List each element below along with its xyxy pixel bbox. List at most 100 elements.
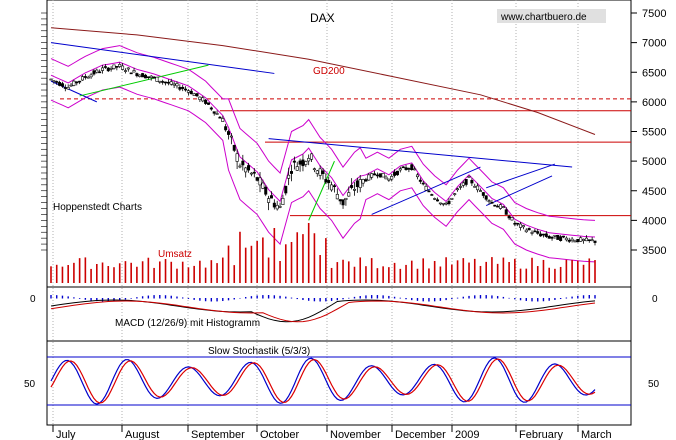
candle-body xyxy=(401,166,405,169)
candle-body xyxy=(501,206,505,208)
volume-bar xyxy=(525,268,528,283)
candle-body xyxy=(115,66,119,68)
macd-hist-bar xyxy=(451,298,453,300)
trendlines xyxy=(50,42,573,221)
macd-hist-bar xyxy=(285,296,287,299)
candle-body xyxy=(175,83,179,87)
volume-bar xyxy=(456,260,459,283)
macd-hist-bar xyxy=(422,298,424,302)
macd-hist-bar xyxy=(227,298,230,301)
x-tick-label: December xyxy=(395,429,446,440)
candle-body xyxy=(129,72,133,75)
candle-body xyxy=(324,179,328,183)
candle-body xyxy=(487,200,491,202)
candle-body xyxy=(427,190,431,193)
volume-bar xyxy=(153,267,155,283)
candle-body xyxy=(375,174,379,177)
candle-body xyxy=(347,192,351,197)
candle-body xyxy=(387,178,391,181)
volume-bar xyxy=(353,266,356,283)
candle-body xyxy=(570,238,574,242)
volume-bar xyxy=(307,223,310,283)
candle-body xyxy=(510,217,514,221)
candle-body xyxy=(464,179,468,185)
candle-body xyxy=(590,239,594,242)
candle-body xyxy=(292,160,296,163)
macd-hist-bar xyxy=(153,295,155,299)
candle-body xyxy=(370,173,374,178)
candle-body xyxy=(384,176,388,180)
macd-hist-bar xyxy=(204,298,207,302)
macd-zero-right: 0 xyxy=(652,294,658,305)
candle-body xyxy=(172,83,176,86)
volume-bar xyxy=(61,266,64,283)
candle-body xyxy=(247,165,251,171)
volume-bar xyxy=(433,260,436,283)
candle-body xyxy=(559,236,563,241)
candle-body xyxy=(121,65,125,70)
candle-body xyxy=(499,204,503,209)
candle-body xyxy=(89,74,93,78)
macd-hist-bar xyxy=(342,298,344,300)
candle-body xyxy=(430,194,434,196)
candle-body xyxy=(184,88,188,91)
macd-hist-bar xyxy=(565,297,568,299)
x-tick-label: August xyxy=(125,429,159,440)
candle-body xyxy=(164,81,168,84)
volume-bar xyxy=(577,260,579,283)
volume-bar xyxy=(559,266,562,283)
candle-body xyxy=(301,159,305,167)
candle-body xyxy=(341,199,345,206)
macd-hist-bar xyxy=(159,295,161,299)
macd-hist-bar xyxy=(537,298,539,302)
trendline xyxy=(486,163,556,189)
volume-bar xyxy=(370,258,373,283)
candle-body xyxy=(229,135,233,138)
volume-bar xyxy=(347,261,350,283)
candle-body xyxy=(373,173,377,176)
candle-body xyxy=(132,70,136,73)
candle-body xyxy=(587,239,591,241)
volume-bar xyxy=(451,264,453,283)
candle-body xyxy=(232,145,236,151)
macd-hist-bar xyxy=(141,296,144,299)
volume-bar xyxy=(399,268,402,283)
candle-body xyxy=(215,113,219,115)
candle-body xyxy=(255,177,259,181)
candle-body xyxy=(564,237,568,241)
volume-bar xyxy=(473,258,476,283)
candle-body xyxy=(143,74,147,79)
volume-bar xyxy=(582,264,585,283)
volume-bar xyxy=(514,258,516,283)
macd-hist-bar xyxy=(67,296,69,299)
macd-histogram xyxy=(50,295,596,302)
candle-body xyxy=(547,236,551,239)
volume-bar xyxy=(67,265,69,283)
volume-bar xyxy=(170,261,173,283)
macd-hist-bar xyxy=(577,295,579,299)
candle-body xyxy=(453,193,457,195)
candle-body xyxy=(307,158,311,162)
volume-bar xyxy=(468,262,470,283)
candle-body xyxy=(161,81,165,83)
volume-bar xyxy=(187,267,190,283)
macd-hist-bar xyxy=(393,296,396,299)
candle-body xyxy=(126,67,130,70)
volume-bar xyxy=(359,257,362,283)
macd-hist-bar xyxy=(554,298,556,300)
candle-body xyxy=(72,80,76,86)
stoch-50-right: 50 xyxy=(648,379,660,390)
volume-bar xyxy=(193,265,195,283)
candle-body xyxy=(573,240,577,243)
candle-body xyxy=(149,75,153,78)
volume-bar xyxy=(330,267,333,283)
candle-body xyxy=(138,74,142,77)
volume-bar xyxy=(376,268,379,283)
macd-hist-bar xyxy=(164,295,167,299)
macd-hist-bar xyxy=(124,298,127,300)
candle-body xyxy=(413,168,417,171)
volume-bar xyxy=(136,266,138,283)
macd-label: MACD (12/26/9) mit Histogramm xyxy=(115,318,260,329)
volume-bar xyxy=(508,262,510,283)
macd-hist-bar xyxy=(307,298,310,301)
